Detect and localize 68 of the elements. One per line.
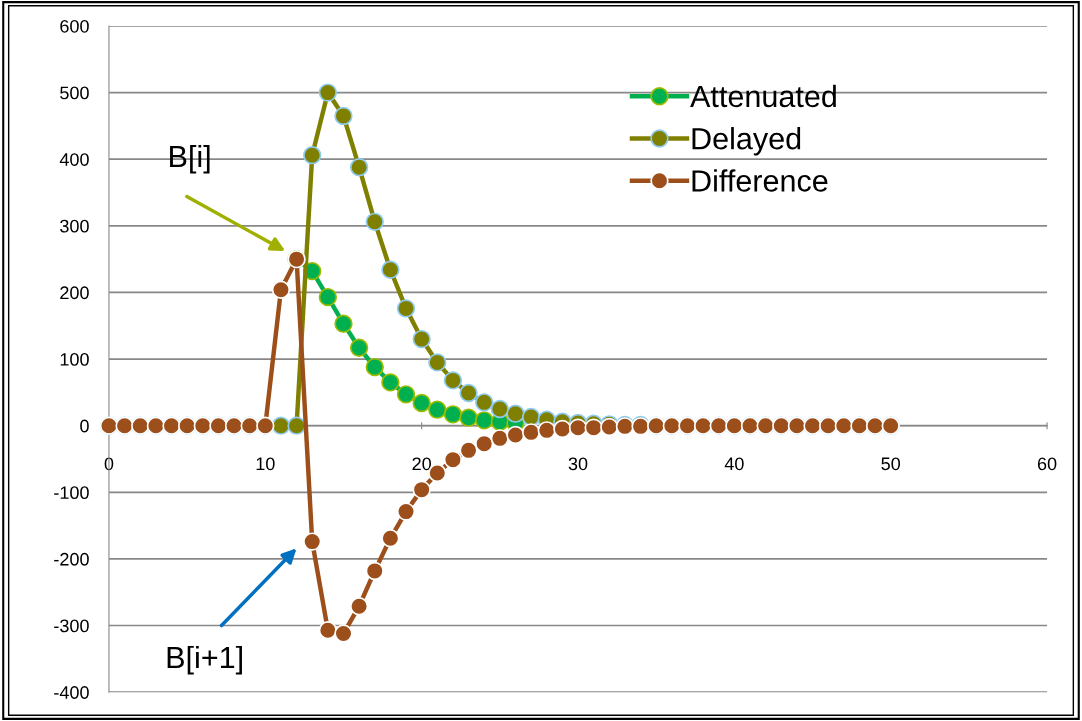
- point: [381, 529, 400, 548]
- legend-label: Difference: [692, 169, 828, 192]
- x-tick-label: 30: [568, 457, 588, 471]
- y-tick-label: 200: [60, 286, 89, 300]
- y-tick-label: 100: [60, 352, 89, 366]
- point: [443, 405, 463, 424]
- point: [506, 404, 525, 423]
- legend-label: Delayed: [692, 127, 801, 156]
- point: [318, 621, 338, 640]
- y-tick-label: -100: [54, 486, 89, 500]
- point: [334, 624, 353, 643]
- annotation: B[i+1]: [167, 645, 242, 675]
- point: [443, 450, 463, 469]
- x-tick-label: 20: [412, 457, 431, 471]
- point: [318, 287, 338, 307]
- point: [584, 418, 603, 437]
- point: [459, 441, 478, 460]
- point: [412, 480, 431, 499]
- x-tick-label: 40: [724, 457, 744, 471]
- point: [428, 353, 447, 372]
- point: [318, 83, 338, 102]
- point: [287, 416, 306, 435]
- y-tick-label: 400: [59, 153, 89, 166]
- legend-label: Attenuated: [690, 84, 836, 108]
- x-tick-label: 50: [881, 457, 901, 471]
- point: [349, 597, 369, 616]
- point: [365, 561, 384, 581]
- point: [396, 502, 416, 521]
- point: [459, 383, 478, 403]
- point: [568, 418, 588, 437]
- point: [475, 393, 494, 412]
- point: [521, 423, 541, 442]
- point: [396, 385, 416, 404]
- point: [412, 329, 431, 349]
- point: [303, 532, 322, 551]
- y-tick-label: 0: [80, 419, 89, 433]
- point: [537, 421, 556, 440]
- point: [381, 373, 400, 392]
- point: [490, 399, 509, 419]
- point: [271, 280, 291, 299]
- point: [490, 429, 509, 448]
- point: [381, 260, 400, 279]
- x-tick-label: 0: [104, 457, 114, 471]
- y-tick-label: -300: [54, 619, 89, 633]
- point: [349, 158, 369, 177]
- point: [412, 393, 431, 413]
- y-tick-label: -200: [54, 552, 89, 566]
- point: [553, 419, 572, 439]
- point: [459, 408, 478, 427]
- point: [365, 212, 384, 231]
- point: [443, 371, 463, 390]
- y-tick-label: -400: [54, 686, 89, 699]
- point: [428, 400, 447, 419]
- point: [475, 411, 494, 430]
- point: [334, 314, 353, 333]
- y-tick-label: 600: [60, 19, 89, 33]
- point: [475, 434, 494, 453]
- point: [396, 299, 416, 318]
- y-tick-label: 300: [60, 219, 89, 233]
- point: [334, 106, 353, 126]
- point: [365, 357, 384, 377]
- point: [506, 425, 525, 445]
- annotation: B[i]: [170, 144, 210, 174]
- point: [303, 146, 322, 165]
- y-tick-label: 500: [60, 86, 89, 100]
- x-tick-label: 60: [1037, 457, 1057, 471]
- x-tick-label: 10: [256, 457, 275, 471]
- point: [349, 338, 369, 357]
